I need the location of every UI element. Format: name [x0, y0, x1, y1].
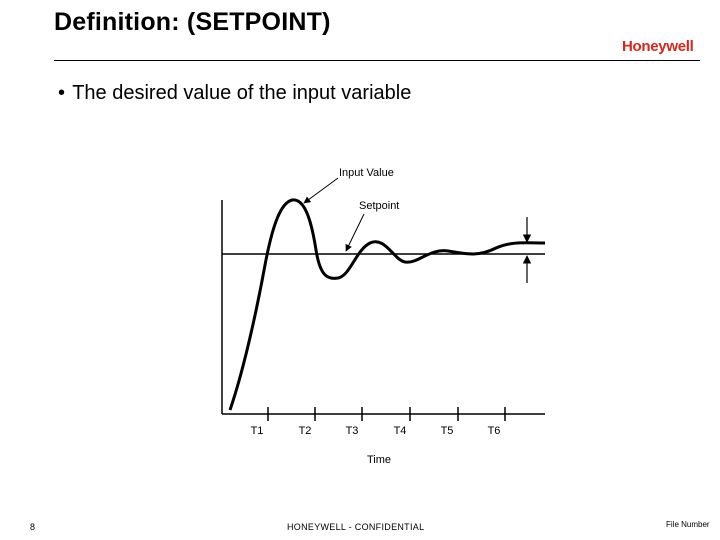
- tick-label-t4: T4: [394, 425, 407, 437]
- input-value-arrow: [303, 177, 339, 204]
- slide-title: Definition: (SETPOINT): [54, 8, 331, 36]
- file-number: File Number: [666, 520, 710, 529]
- tick-label-t2: T2: [299, 425, 312, 437]
- tick-label-t5: T5: [441, 425, 454, 437]
- setpoint-arrow: [345, 213, 365, 252]
- setpoint-label: Setpoint: [359, 200, 399, 212]
- tick-label-t6: T6: [488, 425, 501, 437]
- title-divider: [54, 60, 700, 61]
- bullet-icon: •: [58, 82, 66, 104]
- honeywell-logo: Honeywell: [622, 38, 694, 55]
- tick-label-t1: T1: [251, 425, 264, 437]
- bullet-point: • The desired value of the input variabl…: [58, 82, 411, 105]
- confidential-notice: HONEYWELL - CONFIDENTIAL: [287, 522, 425, 532]
- x-axis-label: Time: [367, 454, 391, 466]
- input-value-label: Input Value: [339, 167, 394, 179]
- tick-label-t3: T3: [346, 425, 359, 437]
- bullet-text: The desired value of the input variable: [72, 82, 412, 104]
- input-value-curve: [228, 198, 546, 411]
- page-number: 8: [30, 522, 36, 532]
